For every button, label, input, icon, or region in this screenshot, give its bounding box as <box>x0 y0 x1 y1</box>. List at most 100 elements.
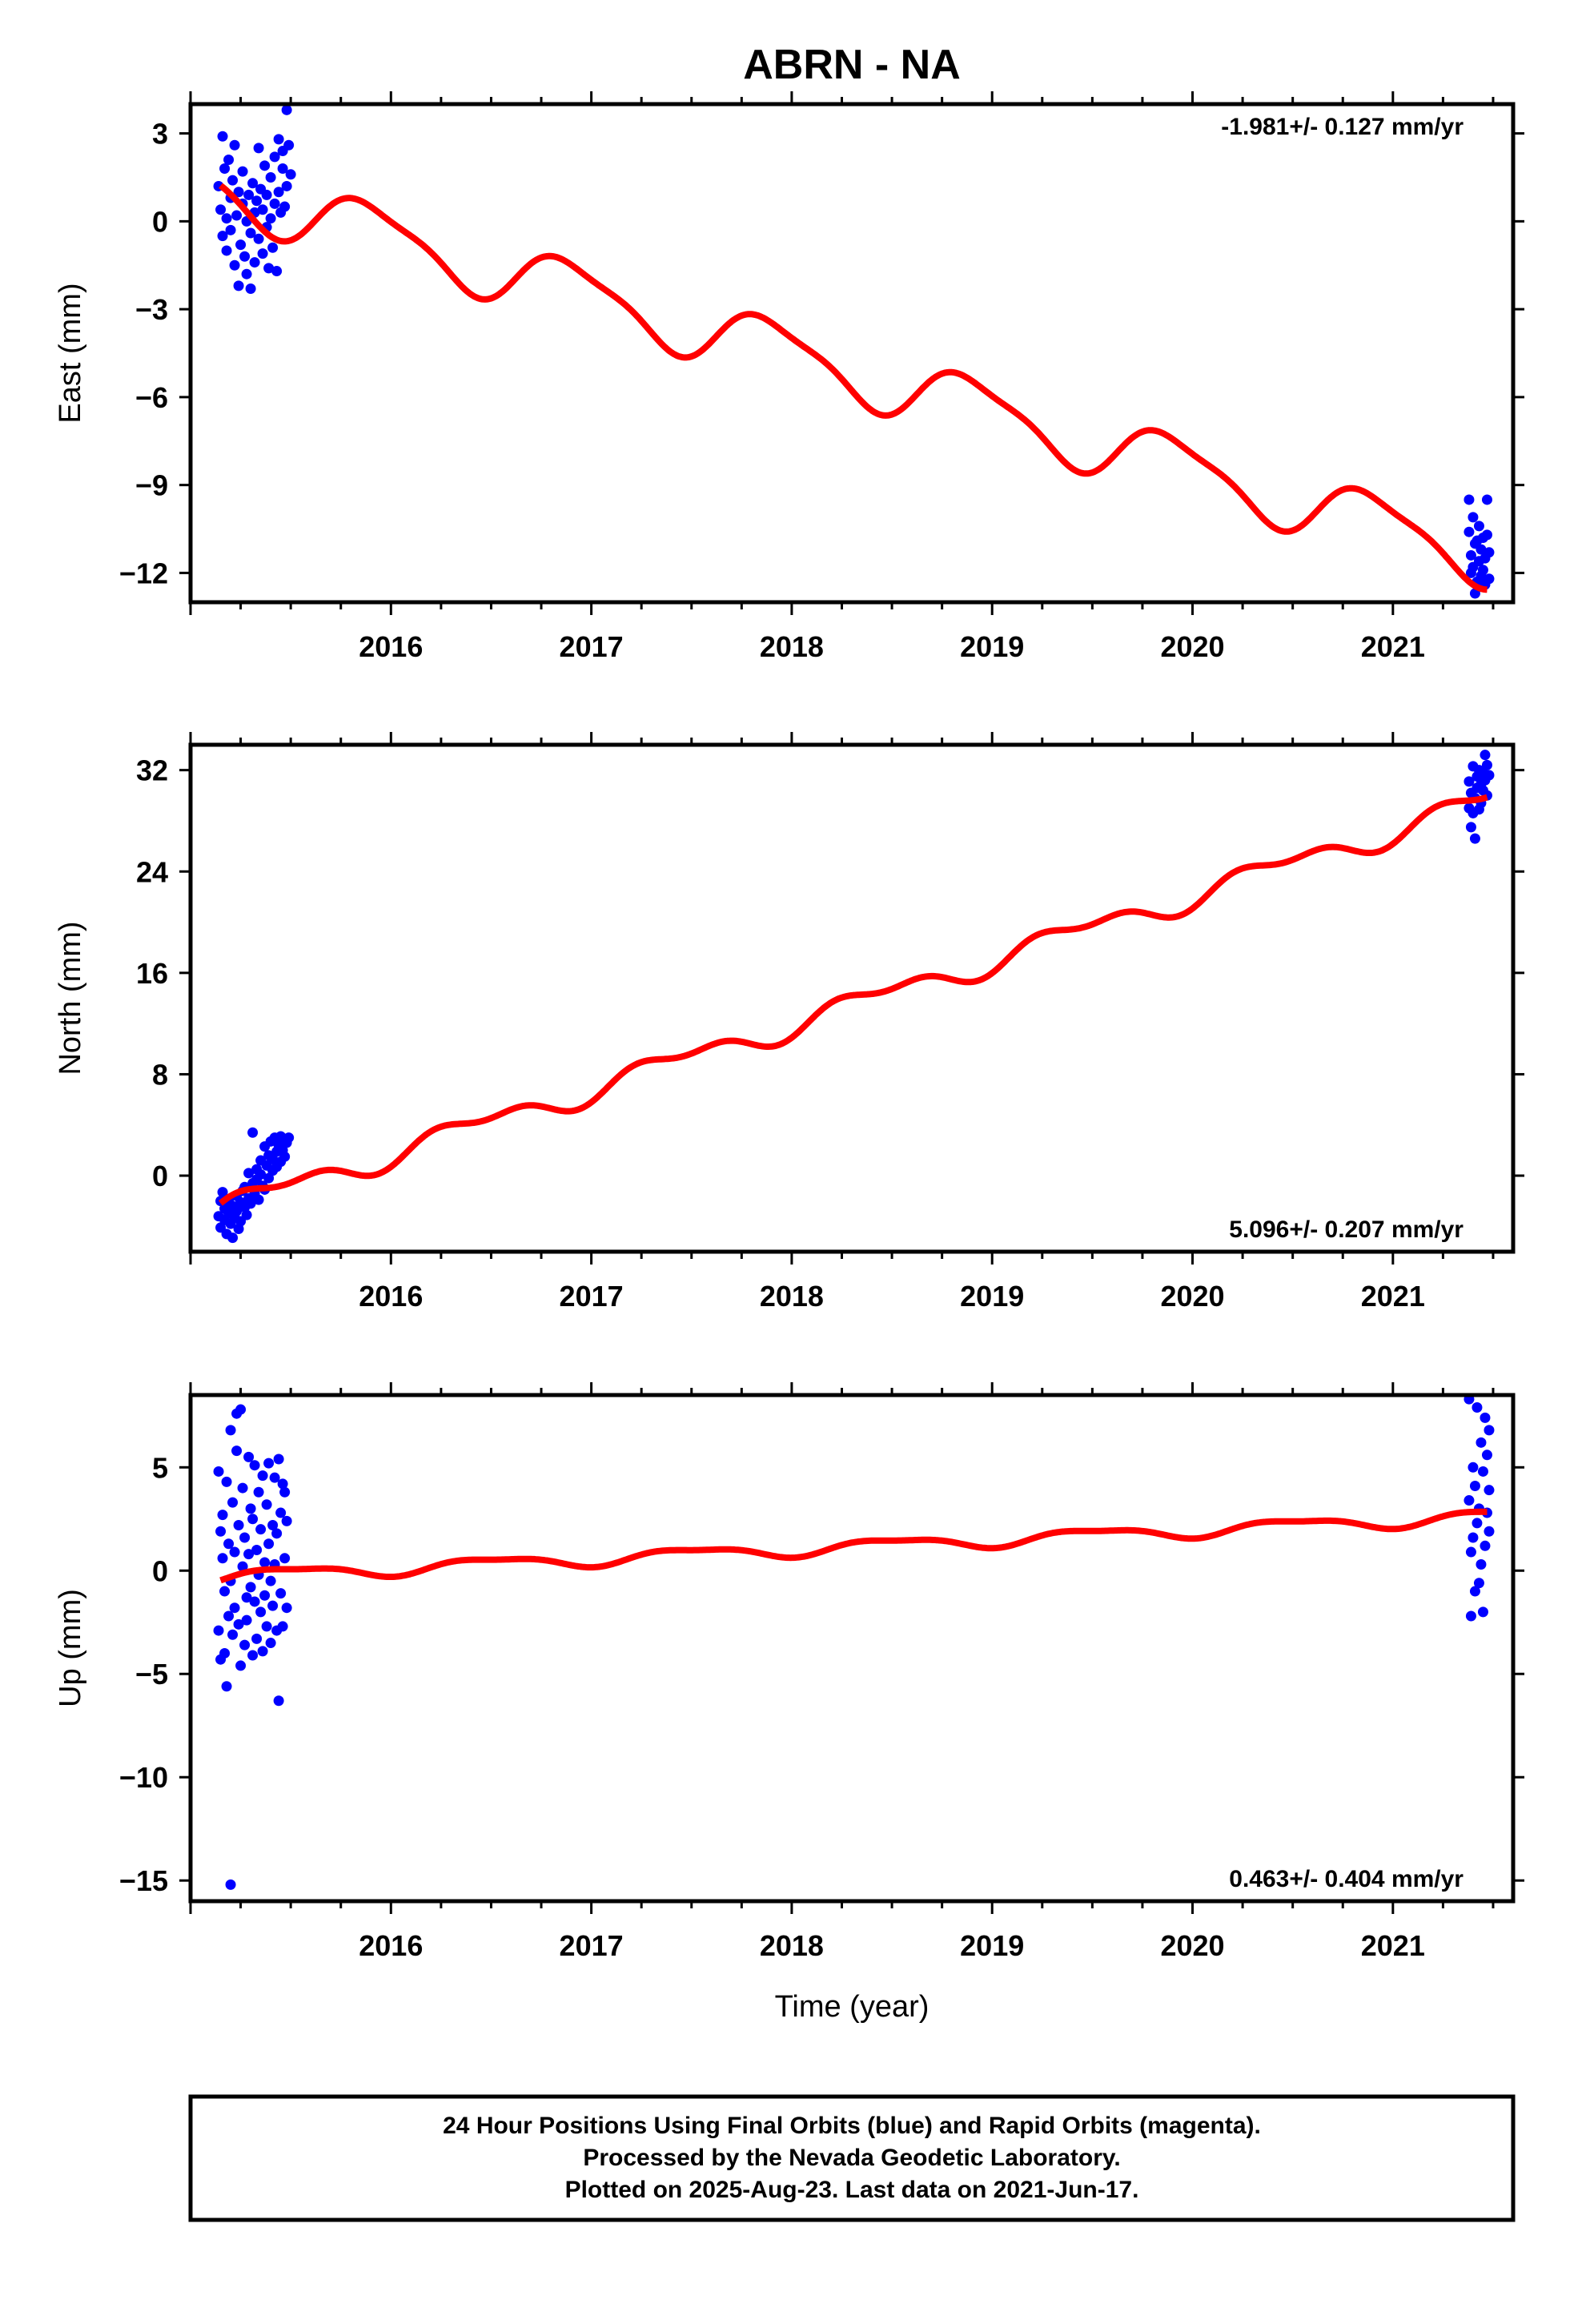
up-data-point <box>1464 1495 1475 1506</box>
up-data-point <box>1472 1518 1483 1529</box>
up-data-point <box>1476 1437 1487 1448</box>
up-data-point <box>267 1600 279 1611</box>
east-data-point <box>233 280 244 292</box>
north-data-point <box>241 1209 252 1220</box>
up-data-point <box>255 1524 267 1535</box>
east-data-point <box>1464 526 1475 537</box>
north-y-tick-label: 0 <box>152 1160 168 1192</box>
up-model-curve <box>219 1508 1489 1584</box>
up-data-point <box>263 1458 275 1469</box>
up-rate-label: 0.463+/- 0.404 mm/yr <box>1229 1866 1464 1892</box>
up-x-tick-label: 2021 <box>1361 1929 1425 1962</box>
east-data-point <box>271 266 283 277</box>
east-data-point <box>1473 521 1484 532</box>
east-data-point <box>249 257 260 268</box>
up-data-point <box>271 1528 283 1539</box>
up-y-tick-label: 5 <box>152 1451 168 1484</box>
north-data-point <box>1481 759 1492 770</box>
up-data-point <box>221 1681 232 1692</box>
north-x-tick-label: 2016 <box>359 1280 423 1313</box>
up-x-tick-label: 2019 <box>960 1929 1024 1962</box>
up-data-point <box>245 1582 256 1593</box>
east-y-tick-label: −9 <box>135 469 168 502</box>
east-data-point <box>233 187 244 198</box>
east-y-tick-label: −3 <box>135 293 168 326</box>
east-data-point <box>245 227 256 239</box>
up-data-point <box>1469 1586 1480 1597</box>
east-data-point <box>277 163 288 174</box>
up-data-point <box>265 1638 276 1649</box>
north-data-point <box>1469 833 1480 844</box>
up-data-point <box>247 1514 259 1525</box>
up-data-point <box>229 1546 240 1558</box>
east-data-point <box>241 268 252 279</box>
up-data-point <box>247 1650 259 1661</box>
footer-line-1: 24 Hour Positions Using Final Orbits (bl… <box>443 2113 1261 2139</box>
up-data-point <box>223 1538 235 1550</box>
panels: 2016 2017 2018 2019 2020 2021 3 0 −3 −6 −9 −12 East … <box>54 91 1524 1962</box>
up-data-point <box>281 1602 292 1614</box>
up-data-point <box>257 1646 268 1657</box>
up-data-point <box>1477 1606 1488 1618</box>
up-data-point <box>279 1553 291 1564</box>
up-data-point <box>231 1445 243 1457</box>
east-x-tick-label: 2017 <box>560 630 624 663</box>
footer-line-2: Processed by the Nevada Geodetic Laborat… <box>583 2145 1120 2171</box>
up-data-point <box>249 1460 260 1471</box>
up-data-point <box>241 1592 252 1603</box>
east-data-point <box>251 195 263 207</box>
east-data-point <box>217 231 228 242</box>
east-data-point <box>243 189 255 200</box>
east-data-point <box>1465 549 1476 561</box>
east-data-point <box>239 251 251 262</box>
east-data-point <box>219 163 231 174</box>
up-data-point <box>257 1470 268 1482</box>
up-data-point <box>263 1538 275 1550</box>
north-data-point <box>279 1151 291 1162</box>
up-data-point <box>269 1472 280 1483</box>
east-data-point <box>269 151 280 163</box>
east-data-point <box>283 139 295 151</box>
up-data-point <box>213 1625 224 1636</box>
east-data-point <box>217 131 228 142</box>
east-data-point <box>237 166 248 177</box>
east-y-tick-label: 0 <box>152 205 168 238</box>
north-data-point <box>1464 776 1475 787</box>
east-data-point <box>231 210 243 221</box>
up-panel: 2016 2017 2018 2019 2020 2021 5 0 −5 −10 −15 Up (mm… <box>54 1382 1524 1962</box>
up-data-point <box>223 1610 235 1622</box>
north-x-tick-label: 2017 <box>560 1280 624 1313</box>
up-data-point <box>259 1557 271 1568</box>
east-data-point <box>221 213 232 224</box>
up-data-point <box>273 1454 284 1465</box>
east-x-tick-label: 2019 <box>960 630 1024 663</box>
up-x-tick-label: 2018 <box>760 1929 824 1962</box>
up-data-point <box>217 1553 228 1564</box>
up-data-point <box>259 1590 271 1601</box>
up-data-point <box>219 1647 231 1659</box>
up-data-point <box>221 1476 232 1487</box>
east-data-point <box>229 139 240 151</box>
up-data-point <box>213 1466 224 1477</box>
up-data-point <box>1464 1395 1475 1405</box>
up-x-tick-label: 2016 <box>359 1929 423 1962</box>
east-data-point <box>245 283 256 295</box>
up-data-point <box>273 1695 284 1707</box>
north-data-point <box>217 1187 228 1198</box>
up-y-tick-label: −10 <box>119 1761 168 1794</box>
up-y-tick-label: −5 <box>135 1658 168 1691</box>
up-data-point <box>227 1497 239 1508</box>
up-plot-frame <box>188 1393 1516 1904</box>
up-data-point <box>1465 1610 1476 1622</box>
north-data-point <box>1480 750 1491 761</box>
north-x-tick-label: 2021 <box>1361 1280 1425 1313</box>
up-data-point <box>1481 1449 1492 1461</box>
up-data-point <box>225 1879 236 1890</box>
up-data-point <box>1476 1559 1487 1570</box>
north-x-tick-label: 2018 <box>760 1280 824 1313</box>
east-x-tick-label: 2020 <box>1160 630 1224 663</box>
north-rate-label: 5.096+/- 0.207 mm/yr <box>1229 1216 1464 1243</box>
east-panel: 2016 2017 2018 2019 2020 2021 3 0 −3 −6 −9 −12 East … <box>54 91 1524 663</box>
footer-box: 24 Hour Positions Using Final Orbits (bl… <box>188 2094 1516 2222</box>
